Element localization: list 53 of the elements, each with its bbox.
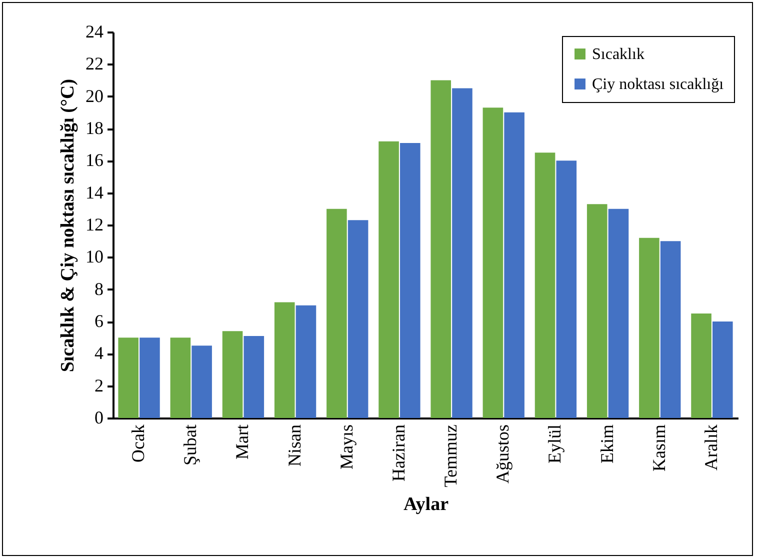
bar	[639, 238, 660, 418]
bar	[660, 241, 681, 418]
x-tick-label: Ekim	[596, 424, 617, 464]
y-tick-label: 4	[94, 343, 104, 364]
bar	[534, 152, 556, 418]
bar	[140, 338, 160, 418]
x-tick-label: Kasım	[648, 424, 669, 472]
bar	[222, 331, 243, 418]
bar	[326, 208, 347, 418]
bar	[118, 338, 139, 418]
bar	[452, 88, 472, 418]
x-tick-label: Şubat	[180, 424, 200, 466]
y-tick-label: 18	[86, 118, 104, 138]
bar	[244, 336, 264, 418]
x-tick-label: Aralık	[700, 424, 721, 470]
bar	[608, 208, 629, 418]
x-tick-label: Eylül	[544, 424, 565, 464]
y-axis-title: Sıcaklık & Çiy noktası sıcaklığı (°C)	[58, 78, 78, 372]
y-tick-label: 6	[94, 311, 104, 331]
x-tick-label: Mart	[232, 424, 252, 460]
bar	[296, 305, 316, 418]
y-tick-label: 20	[86, 86, 104, 106]
x-tick-label: Ocak	[128, 424, 148, 462]
y-tick-label: 22	[86, 54, 104, 74]
x-tick-label: Temmuz	[440, 424, 461, 488]
x-tick-label: Nisan	[284, 424, 304, 466]
bar	[691, 313, 712, 418]
y-tick-label: 24	[86, 22, 104, 42]
bar	[274, 302, 295, 418]
bar	[586, 204, 608, 418]
bar	[192, 346, 212, 418]
x-tick-label: Mayıs	[336, 424, 356, 470]
bar	[482, 108, 504, 418]
y-tick-label: 12	[86, 214, 104, 234]
y-tick-label: 2	[94, 375, 104, 396]
y-tick-label: 8	[94, 278, 104, 299]
bar	[430, 80, 452, 418]
bar	[556, 160, 577, 418]
bar	[400, 142, 420, 418]
bar	[348, 220, 368, 418]
bar	[504, 112, 524, 418]
legend-label: Çiy noktası sıcaklığı	[592, 76, 724, 93]
x-tick-label: Ağustos	[492, 424, 513, 484]
y-tick-label: 0	[94, 408, 104, 428]
bar	[712, 322, 733, 418]
bar	[170, 338, 191, 418]
y-tick-label: 14	[86, 182, 104, 202]
y-tick-label: 10	[86, 246, 104, 267]
legend-label: Sıcaklık	[592, 46, 644, 63]
bar	[378, 141, 399, 418]
x-axis-title: Aylar	[403, 494, 450, 516]
y-tick-label: 16	[86, 150, 104, 170]
x-tick-label: Haziran	[388, 424, 408, 482]
